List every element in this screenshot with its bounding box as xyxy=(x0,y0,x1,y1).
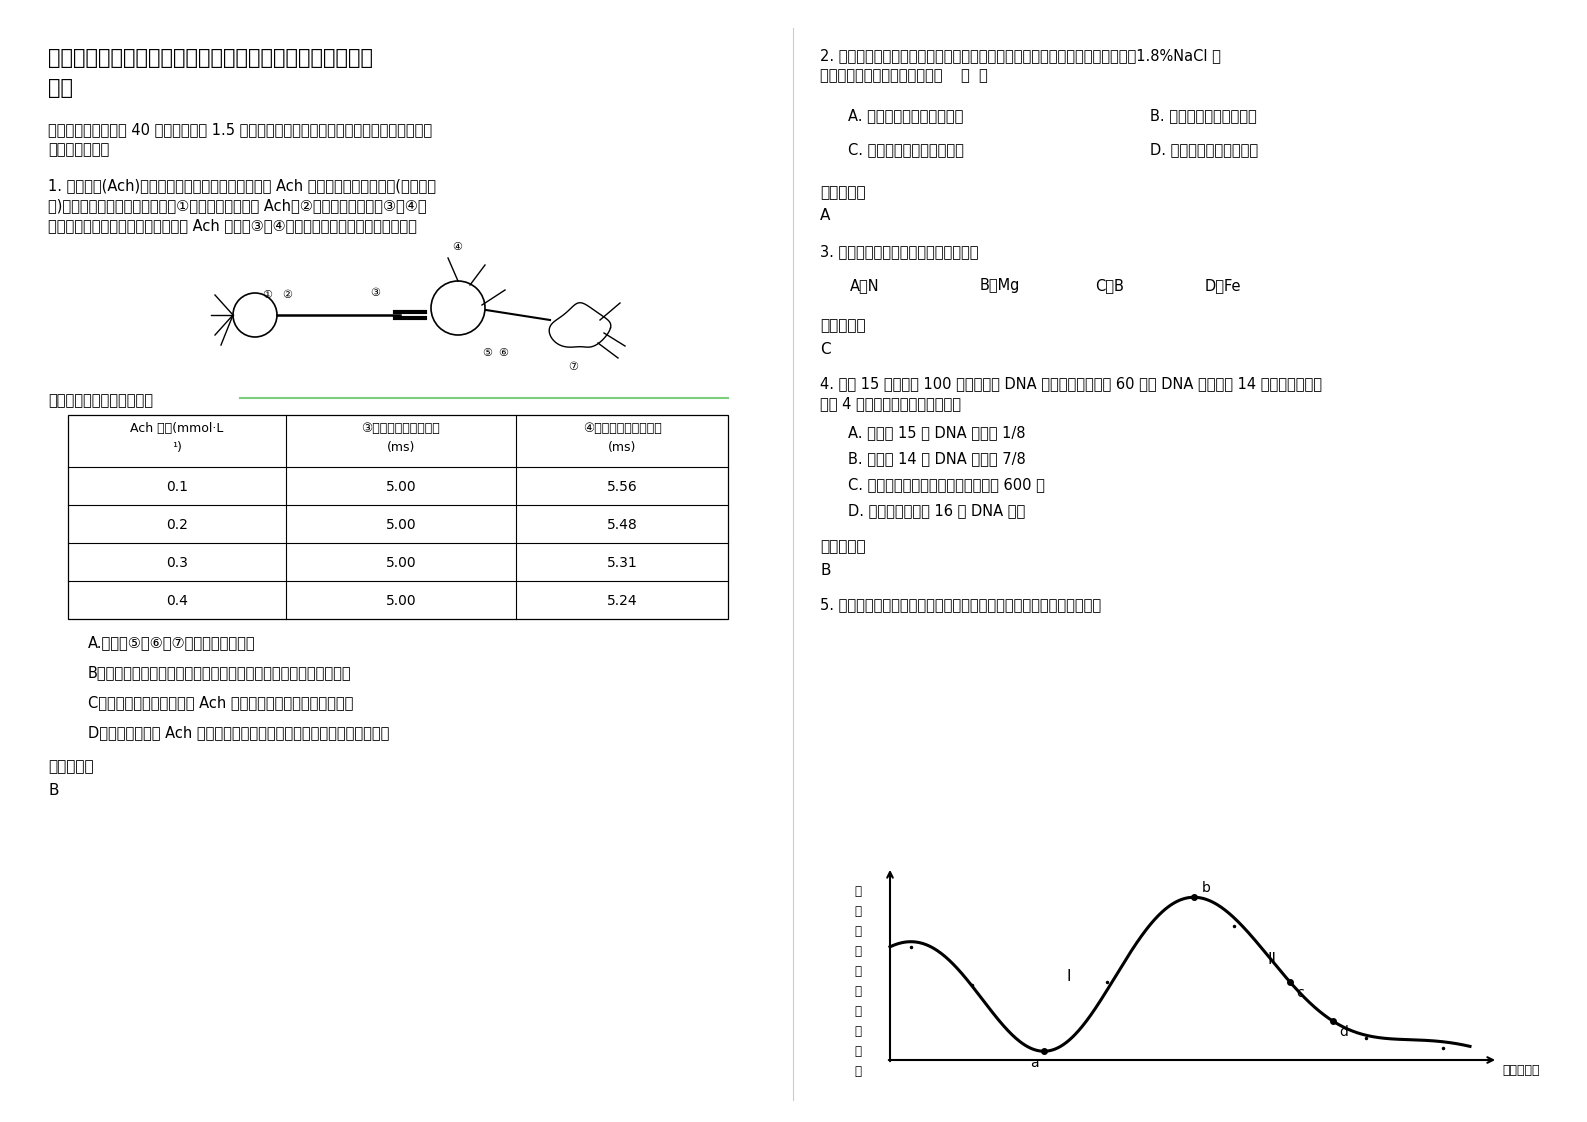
Text: 5.00: 5.00 xyxy=(386,480,416,494)
Text: B: B xyxy=(48,783,59,798)
Text: 参考答案：: 参考答案： xyxy=(820,318,865,333)
Text: Ach 浓度(mmol·L: Ach 浓度(mmol·L xyxy=(130,422,224,435)
Text: 单: 单 xyxy=(854,925,862,938)
Text: D．Fe: D．Fe xyxy=(1205,278,1241,293)
Text: 5.31: 5.31 xyxy=(606,557,638,570)
Text: D. 减少细胞外液液体总量: D. 减少细胞外液液体总量 xyxy=(1151,142,1258,157)
Text: 位: 位 xyxy=(854,945,862,958)
Text: 液）对患者进行治疗。其原理是    （  ）: 液）对患者进行治疗。其原理是 （ ） xyxy=(820,68,987,83)
Text: 参考答案：: 参考答案： xyxy=(48,758,94,774)
Text: ④处感受到信号的时间: ④处感受到信号的时间 xyxy=(582,422,662,435)
Text: c: c xyxy=(1297,986,1303,1000)
Text: 0.4: 0.4 xyxy=(167,594,187,608)
Text: A. 升高细胞外液的离子浓度: A. 升高细胞外液的离子浓度 xyxy=(847,108,963,123)
Text: ⑥: ⑥ xyxy=(498,348,508,358)
Text: 5.00: 5.00 xyxy=(386,557,416,570)
Text: 度: 度 xyxy=(854,985,862,997)
Text: ③: ③ xyxy=(370,288,379,298)
Text: B．Mg: B．Mg xyxy=(981,278,1020,293)
Text: D．表中数据说明 Ach 浓度的增加对兴奋在神经元之间的传递无明显影响: D．表中数据说明 Ach 浓度的增加对兴奋在神经元之间的传递无明显影响 xyxy=(87,725,389,741)
Text: C. 复制过程中需要腺嘌呤脱氧核苷酸 600 个: C. 复制过程中需要腺嘌呤脱氧核苷酸 600 个 xyxy=(847,477,1044,493)
Text: 复制 4 次下列有关叙述错误的是：: 复制 4 次下列有关叙述错误的是： xyxy=(820,396,962,411)
Text: 长: 长 xyxy=(854,905,862,918)
Text: (ms): (ms) xyxy=(608,441,636,454)
Text: B. 含有氮 14 的 DNA 分子占 7/8: B. 含有氮 14 的 DNA 分子占 7/8 xyxy=(847,451,1025,466)
Text: ⑤: ⑤ xyxy=(482,348,492,358)
Text: 时: 时 xyxy=(854,1045,862,1058)
Text: (ms): (ms) xyxy=(387,441,416,454)
Text: C. 降低细胞内液的离子浓度: C. 降低细胞内液的离子浓度 xyxy=(847,142,963,157)
Text: 生: 生 xyxy=(854,885,862,898)
Text: I: I xyxy=(1066,969,1071,984)
Text: d: d xyxy=(1339,1026,1349,1039)
Text: 生长素浓度: 生长素浓度 xyxy=(1501,1064,1539,1077)
Text: ¹): ¹) xyxy=(171,441,183,454)
Text: 0.3: 0.3 xyxy=(167,557,187,570)
Text: ②: ② xyxy=(282,289,292,300)
Text: a: a xyxy=(1030,1056,1038,1070)
Text: 一、选择题（本题共 40 小题，每小题 1.5 分。在每小题给出的四个选项中，只有一项是符合: 一、选择题（本题共 40 小题，每小题 1.5 分。在每小题给出的四个选项中，只… xyxy=(48,122,432,137)
Text: 1. 乙酰胆碱(Ach)是一种神经递质。实验人员欲研究 Ach 浓度与反应时间的关系(简图如下: 1. 乙酰胆碱(Ach)是一种神经递质。实验人员欲研究 Ach 浓度与反应时间的… xyxy=(48,178,436,193)
Text: 参考答案：: 参考答案： xyxy=(820,539,865,554)
Text: B. 促进抗利尿溶液的分泌: B. 促进抗利尿溶液的分泌 xyxy=(1151,108,1257,123)
Text: 0.1: 0.1 xyxy=(167,480,187,494)
Text: 参考答案：: 参考答案： xyxy=(820,185,865,200)
Text: b: b xyxy=(1201,881,1211,895)
Text: B: B xyxy=(820,563,830,578)
Text: ④: ④ xyxy=(452,242,462,252)
Text: 处分别为感应测量点。测得不同浓度 Ach 条件下③、④两处感受到信号所用时间如下表所: 处分别为感应测量点。测得不同浓度 Ach 条件下③、④两处感受到信号所用时间如下… xyxy=(48,218,417,233)
Text: 4. 用氮 15 标记含有 100 个碱基对的 DNA 分子其中有胞嘧啶 60 个该 DNA 分子在氮 14 的培养基中连续: 4. 用氮 15 标记含有 100 个碱基对的 DNA 分子其中有胞嘧啶 60 … xyxy=(820,376,1322,390)
Text: 图)，在除去突触小泡的前提下自①处注入不同浓度的 Ach，②处给予恒定刺激，③、④两: 图)，在除去突触小泡的前提下自①处注入不同浓度的 Ach，②处给予恒定刺激，③、… xyxy=(48,197,427,213)
Text: 示。下列各项叙述正确的是: 示。下列各项叙述正确的是 xyxy=(48,393,152,408)
Text: A: A xyxy=(820,208,830,223)
Text: 5.56: 5.56 xyxy=(606,480,638,494)
Text: 2. 一次性过量饮水会造成人体细胞肿胀，功能受损。可用静脉滴注高浓度盐水（1.8%NaCl 溶: 2. 一次性过量饮水会造成人体细胞肿胀，功能受损。可用静脉滴注高浓度盐水（1.8… xyxy=(820,48,1220,63)
Text: ③处感受到信号的时间: ③处感受到信号的时间 xyxy=(362,422,440,435)
Text: C: C xyxy=(820,342,830,357)
Text: 解析: 解析 xyxy=(48,79,73,98)
Text: 浙江省嘉兴市平湖稚川实验中学高二生物下学期期末试题含: 浙江省嘉兴市平湖稚川实验中学高二生物下学期期末试题含 xyxy=(48,48,373,68)
Text: 需: 需 xyxy=(854,1026,862,1038)
Text: ①: ① xyxy=(262,289,271,300)
Text: 长: 长 xyxy=(854,965,862,978)
Text: A.图中的⑤、⑥与⑦共同构成一个突触: A.图中的⑤、⑥与⑦共同构成一个突触 xyxy=(87,635,256,650)
Text: 5.00: 5.00 xyxy=(386,518,416,532)
Text: 5.00: 5.00 xyxy=(386,594,416,608)
Text: 所: 所 xyxy=(854,1005,862,1018)
Text: 间: 间 xyxy=(854,1065,862,1078)
Text: 3. 油菜花而不实可能缺少化学元素的是: 3. 油菜花而不实可能缺少化学元素的是 xyxy=(820,243,979,259)
Text: 5.24: 5.24 xyxy=(606,594,638,608)
Text: 5.48: 5.48 xyxy=(606,518,638,532)
Text: 题目要求的。）: 题目要求的。） xyxy=(48,142,110,157)
Text: A. 含有氮 15 的 DNA 分子占 1/8: A. 含有氮 15 的 DNA 分子占 1/8 xyxy=(847,425,1025,440)
Text: D. 复制结果共产生 16 个 DNA 分子: D. 复制结果共产生 16 个 DNA 分子 xyxy=(847,503,1025,518)
Text: 5. 下图表示植物生长单位长度所需时间与生长素浓度的关系，正确的是: 5. 下图表示植物生长单位长度所需时间与生长素浓度的关系，正确的是 xyxy=(820,597,1101,611)
Bar xyxy=(68,415,728,619)
Text: B．实验中除去突触小泡的目的是防止实验结果受到相关因素的干扰: B．实验中除去突触小泡的目的是防止实验结果受到相关因素的干扰 xyxy=(87,665,352,680)
Text: II: II xyxy=(1268,951,1276,966)
Text: A．N: A．N xyxy=(851,278,879,293)
Text: C．B: C．B xyxy=(1095,278,1124,293)
Text: ⑦: ⑦ xyxy=(568,362,578,373)
Text: C．表中数据说明高浓度的 Ach 能促进兴奋在神经纤维上的传导: C．表中数据说明高浓度的 Ach 能促进兴奋在神经纤维上的传导 xyxy=(87,695,354,710)
Text: 0.2: 0.2 xyxy=(167,518,187,532)
